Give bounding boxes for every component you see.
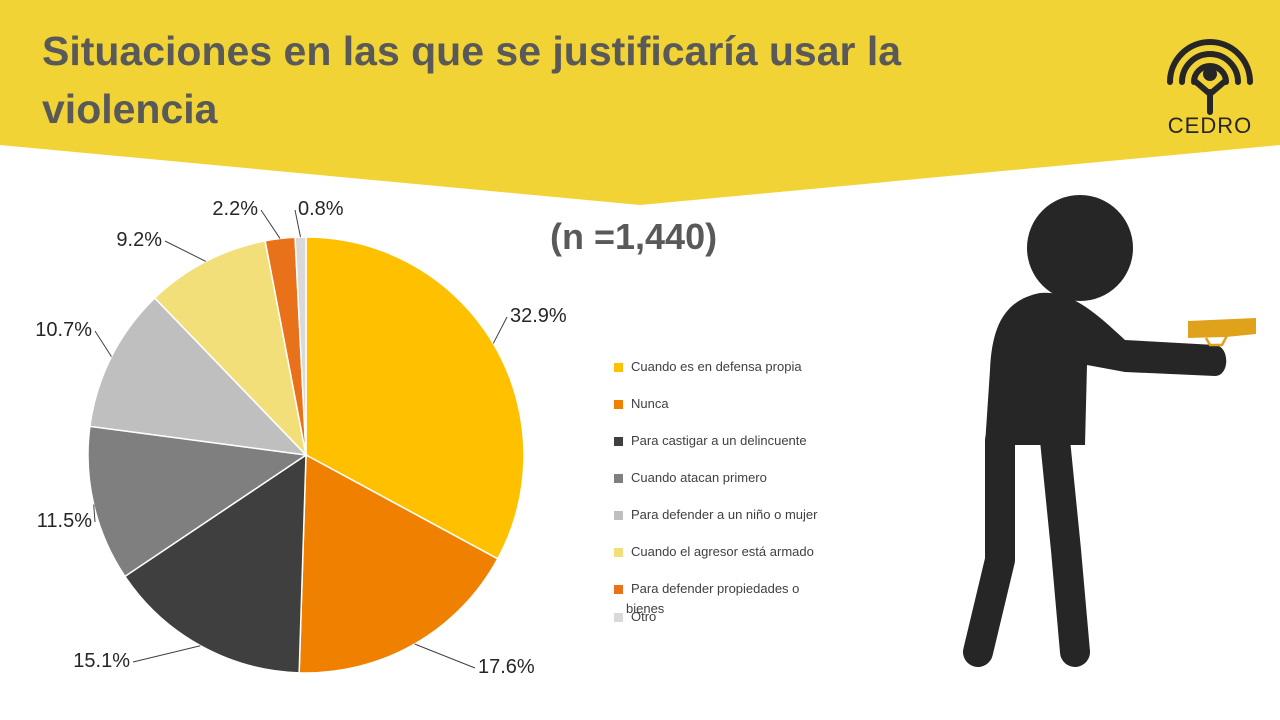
leader-line-agresor-armado <box>164 240 207 262</box>
pie-slice-nunca <box>298 453 499 674</box>
leader-line-castigar-delincuente <box>132 645 201 663</box>
chart-legend: Cuando es en defensa propia Nunca Para c… <box>612 356 852 643</box>
sample-size: (n =1,440) <box>550 216 718 257</box>
pie-slice-atacan-primero <box>87 425 309 578</box>
cedro-logo <box>1167 39 1253 115</box>
legend-label: Para defender propiedades o bienes <box>626 581 800 616</box>
leader-line-defender-propiedades <box>260 209 281 239</box>
leader-line-otro <box>294 209 302 238</box>
legend-swatch <box>614 400 623 409</box>
legend-item-otro: Otro <box>612 606 852 643</box>
legend-label: Cuando es en defensa propia <box>631 359 802 374</box>
legend-label: Otro <box>631 609 657 624</box>
data-label-defender-propiedades: 2.2% <box>212 198 258 220</box>
title-banner <box>0 0 1280 205</box>
leader-line-atacan-primero <box>93 504 96 523</box>
legend-label: Cuando atacan primero <box>631 470 767 485</box>
legend-item-castigar-delincuente: Para castigar a un delincuente <box>612 430 852 467</box>
legend-swatch <box>614 437 623 446</box>
data-label-nunca: 17.6% <box>478 656 535 678</box>
legend-item-atacan-primero: Cuando atacan primero <box>612 467 852 504</box>
logo-wordmark: CEDRO <box>1167 113 1253 138</box>
legend-swatch <box>614 548 623 557</box>
leader-line-nunca <box>414 643 476 669</box>
pie-slice-defender-nino-mujer <box>89 296 309 457</box>
leader-line-defensa-propia <box>492 316 508 344</box>
legend-label: Para castigar a un delincuente <box>631 433 807 448</box>
legend-item-defensa-propia: Cuando es en defensa propia <box>612 356 852 393</box>
legend-label: Cuando el agresor está armado <box>631 544 814 559</box>
legend-swatch <box>614 585 623 594</box>
legend-item-agresor-armado: Cuando el agresor está armado <box>612 541 852 578</box>
legend-item-defender-propiedades: Para defender propiedades o bienes <box>612 578 852 616</box>
person-with-gun-icon <box>963 195 1256 667</box>
legend-swatch <box>614 474 623 483</box>
data-label-defender-nino-mujer: 10.7% <box>35 319 92 341</box>
pie-chart: 32.9% 17.6% 15.1% 11.5% 10.7% 9.2% 2.2% 0.8% <box>35 198 567 678</box>
legend-swatch <box>614 613 623 622</box>
data-label-defensa-propia: 32.9% <box>510 305 567 327</box>
data-label-agresor-armado: 9.2% <box>116 229 162 251</box>
leader-line-defender-nino-mujer <box>94 330 112 357</box>
legend-label: Nunca <box>631 396 669 411</box>
legend-swatch <box>614 363 623 372</box>
data-label-castigar-delincuente: 15.1% <box>73 650 130 672</box>
legend-label: Para defender a un niño o mujer <box>631 507 818 522</box>
pie-slice-defensa-propia <box>305 236 525 560</box>
pie-slice-castigar-delincuente <box>123 453 307 674</box>
data-label-atacan-primero: 11.5% <box>37 510 92 532</box>
slide-title: Situaciones en las que se justificaría u… <box>42 28 902 132</box>
legend-item-nunca: Nunca <box>612 393 852 430</box>
data-label-otro: 0.8% <box>298 198 344 220</box>
legend-swatch <box>614 511 623 520</box>
legend-item-defender-nino-mujer: Para defender a un niño o mujer <box>612 504 852 541</box>
pie-slice-agresor-armado <box>153 239 308 458</box>
